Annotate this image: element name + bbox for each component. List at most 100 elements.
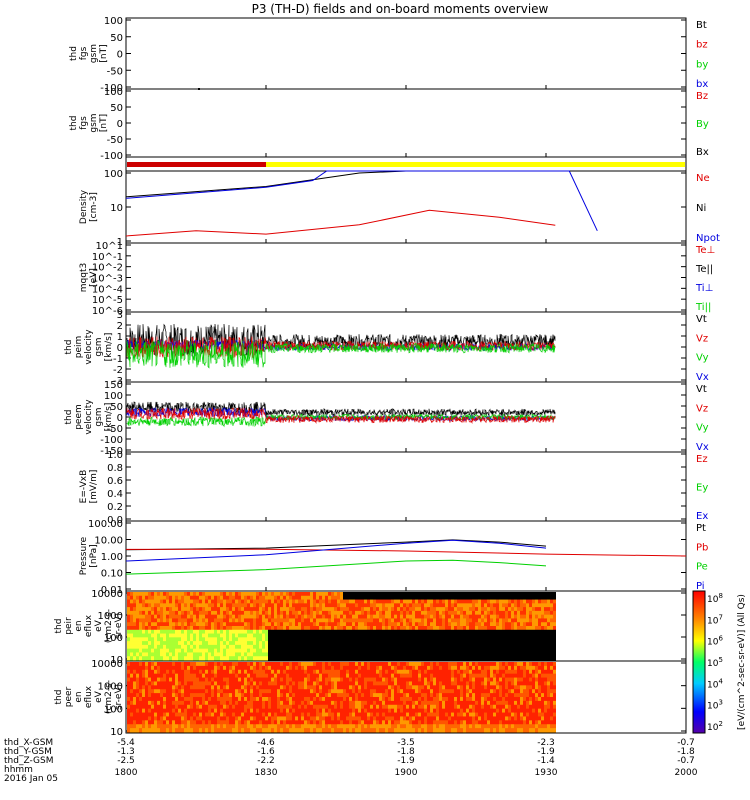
spec-cell bbox=[229, 669, 232, 675]
spec-cell bbox=[307, 607, 310, 612]
spec-cell bbox=[340, 622, 343, 627]
spec-cell bbox=[265, 599, 268, 604]
spec-cell bbox=[193, 677, 196, 682]
spec-cell bbox=[283, 712, 286, 717]
spec-cell bbox=[442, 685, 445, 690]
spec-cell bbox=[421, 633, 424, 638]
spec-cell bbox=[316, 656, 319, 661]
spec-cell bbox=[145, 673, 148, 679]
spec-cell bbox=[409, 693, 412, 698]
spec-cell bbox=[538, 614, 541, 619]
ytick-label: 10^1 bbox=[96, 241, 123, 252]
spec-cell bbox=[271, 641, 274, 646]
spec-cell bbox=[205, 693, 208, 698]
spec-cell bbox=[370, 689, 373, 694]
spec-cell bbox=[535, 603, 538, 608]
spec-cell bbox=[310, 656, 313, 661]
spec-cell bbox=[514, 603, 517, 608]
spec-cell bbox=[319, 669, 322, 675]
spec-cell bbox=[226, 595, 229, 601]
spec-cell bbox=[397, 607, 400, 612]
spec-cell bbox=[325, 629, 328, 635]
spec-cell bbox=[313, 592, 316, 597]
spec-cell bbox=[304, 689, 307, 694]
ylabel-line: [nT] bbox=[99, 44, 109, 62]
spec-cell bbox=[274, 603, 277, 608]
spec-cell bbox=[358, 700, 361, 706]
spec-cell bbox=[394, 592, 397, 597]
spec-cell bbox=[352, 641, 355, 646]
ylabel-line: thd bbox=[69, 116, 79, 131]
spec-cell bbox=[376, 704, 379, 710]
spec-cell bbox=[511, 618, 514, 623]
spec-cell bbox=[136, 669, 139, 675]
spec-cell bbox=[379, 669, 382, 675]
spec-cell bbox=[448, 708, 451, 714]
spec-cell bbox=[250, 592, 253, 597]
spec-cell bbox=[298, 648, 301, 653]
spec-cell bbox=[142, 622, 145, 627]
spec-cell bbox=[283, 610, 286, 616]
spec-cell bbox=[172, 599, 175, 604]
spec-cell bbox=[160, 712, 163, 717]
spec-cell bbox=[154, 697, 157, 702]
spec-cell bbox=[361, 689, 364, 694]
spec-cell bbox=[250, 677, 253, 682]
spec-cell bbox=[388, 637, 391, 642]
spec-cell bbox=[307, 603, 310, 608]
spec-cell bbox=[502, 637, 505, 642]
spec-cell bbox=[319, 720, 322, 725]
spec-cell bbox=[490, 656, 493, 661]
spec-cell bbox=[553, 652, 556, 657]
spec-cell bbox=[307, 610, 310, 616]
spec-cell bbox=[337, 641, 340, 646]
spec-cell bbox=[160, 652, 163, 657]
spec-cell bbox=[217, 610, 220, 616]
spec-cell bbox=[496, 656, 499, 661]
spec-cell bbox=[229, 626, 232, 631]
spec-cell bbox=[508, 641, 511, 646]
spec-cell bbox=[169, 700, 172, 706]
spec-cell bbox=[295, 685, 298, 690]
spec-cell bbox=[331, 637, 334, 642]
spec-cell bbox=[532, 633, 535, 638]
spec-cell bbox=[259, 704, 262, 710]
spec-cell bbox=[331, 603, 334, 608]
ylabel-line: gsm bbox=[89, 113, 99, 132]
spec-cell bbox=[169, 622, 172, 627]
spec-cell bbox=[262, 603, 265, 608]
spec-cell bbox=[466, 656, 469, 661]
spec-cell bbox=[460, 652, 463, 657]
spec-cell bbox=[343, 618, 346, 623]
spec-cell bbox=[457, 656, 460, 661]
spec-cell bbox=[151, 704, 154, 710]
spec-cell bbox=[532, 610, 535, 616]
spec-cell bbox=[127, 665, 130, 671]
spec-cell bbox=[340, 595, 343, 601]
spec-cell bbox=[151, 592, 154, 597]
spec-cell bbox=[151, 652, 154, 657]
spec-cell bbox=[466, 629, 469, 635]
spec-cell bbox=[226, 669, 229, 675]
spec-cell bbox=[550, 648, 553, 653]
spec-cell bbox=[553, 626, 556, 631]
spec-cell bbox=[301, 592, 304, 597]
legend-Vt: Vt bbox=[696, 384, 707, 395]
spec-cell bbox=[202, 641, 205, 646]
spec-cell bbox=[313, 644, 316, 650]
spec-cell bbox=[379, 712, 382, 717]
spec-cell bbox=[208, 689, 211, 694]
spec-cell bbox=[142, 662, 145, 667]
spec-cell bbox=[223, 622, 226, 627]
spec-cell bbox=[406, 681, 409, 686]
spec-cell bbox=[160, 716, 163, 721]
spec-cell bbox=[358, 618, 361, 623]
spec-cell bbox=[199, 622, 202, 627]
spec-cell bbox=[493, 656, 496, 661]
spec-cell bbox=[262, 614, 265, 619]
spec-cell bbox=[298, 626, 301, 631]
spec-cell bbox=[415, 673, 418, 679]
spec-cell bbox=[460, 697, 463, 702]
spec-cell bbox=[334, 622, 337, 627]
spec-cell bbox=[412, 641, 415, 646]
